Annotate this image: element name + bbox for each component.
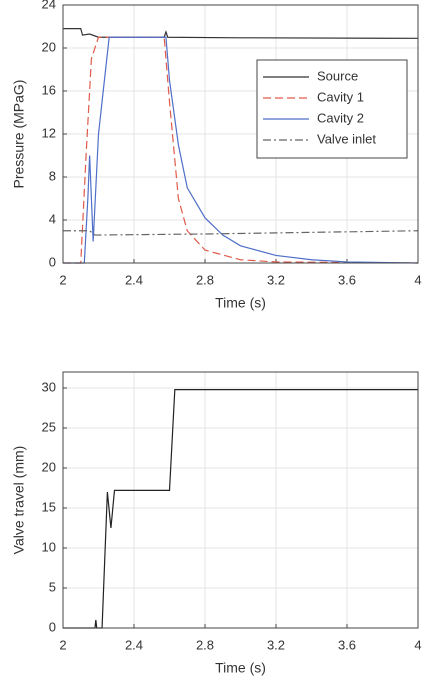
series-line <box>63 36 419 264</box>
series-line <box>63 230 419 236</box>
legend-label: Cavity 1 <box>317 89 364 104</box>
x-tick-label: 4 <box>414 272 421 287</box>
y-axis-label: Pressure (MPaG) <box>11 80 27 189</box>
y-tick-label: 15 <box>42 499 56 514</box>
axes-frame <box>62 371 419 629</box>
y-tick-label: 24 <box>42 0 56 11</box>
y-tick-label: 0 <box>49 254 56 269</box>
y-tick-label: 8 <box>49 168 56 183</box>
y-tick-label: 25 <box>42 419 56 434</box>
y-tick-label: 10 <box>42 539 56 554</box>
x-tick-label: 3.2 <box>267 272 285 287</box>
legend-label: Valve inlet <box>317 131 376 146</box>
x-tick-label: 2.8 <box>196 272 214 287</box>
x-tick-label: 2 <box>59 272 66 287</box>
x-tick-label: 2.4 <box>125 637 143 652</box>
x-tick-label: 3.2 <box>267 637 285 652</box>
series-line <box>63 389 418 629</box>
y-tick-label: 4 <box>49 211 56 226</box>
y-axis-label: Valve travel (mm) <box>11 446 27 555</box>
plot-area <box>63 372 418 628</box>
y-tick-label: 20 <box>42 39 56 54</box>
y-tick-label: 20 <box>42 459 56 474</box>
axes-frame <box>62 4 419 264</box>
x-tick-label: 3.6 <box>338 637 356 652</box>
y-tick-label: 16 <box>42 82 56 97</box>
series-line <box>63 36 419 264</box>
y-tick-label: 0 <box>49 619 56 634</box>
y-tick-label: 5 <box>49 579 56 594</box>
x-tick-label: 2.4 <box>125 272 143 287</box>
x-tick-label: 2.8 <box>196 637 214 652</box>
x-tick-label: 3.6 <box>338 272 356 287</box>
x-tick-label: 4 <box>414 637 421 652</box>
legend-label: Source <box>317 68 358 83</box>
x-tick-label: 2 <box>59 637 66 652</box>
legend-label: Cavity 2 <box>317 110 364 125</box>
y-tick-label: 30 <box>42 379 56 394</box>
x-axis-label: Time (s) <box>215 660 266 676</box>
legend-box <box>256 59 408 159</box>
x-axis-label: Time (s) <box>215 295 266 311</box>
y-tick-label: 12 <box>42 125 56 140</box>
